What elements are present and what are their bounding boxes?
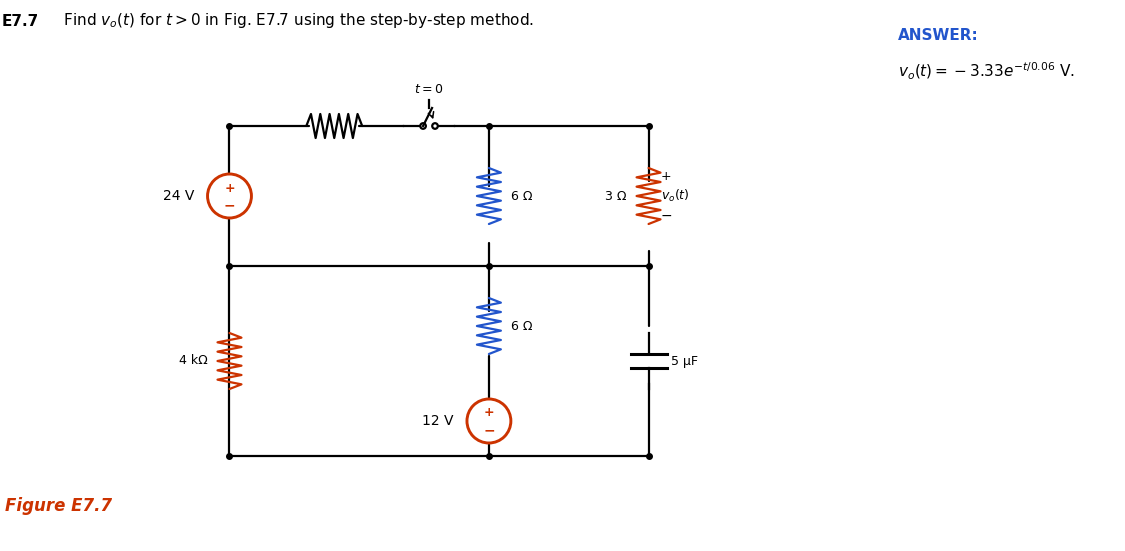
Text: −: − xyxy=(224,198,235,212)
Text: Figure E7.7: Figure E7.7 xyxy=(4,497,112,515)
Text: $v_o(t) = -3.33e^{-t/0.06}$ V.: $v_o(t) = -3.33e^{-t/0.06}$ V. xyxy=(898,61,1074,82)
Text: 4 kΩ: 4 kΩ xyxy=(179,354,207,368)
Circle shape xyxy=(432,123,438,129)
Text: ANSWER:: ANSWER: xyxy=(898,29,979,44)
Text: $t = 0$: $t = 0$ xyxy=(414,83,443,96)
Text: +: + xyxy=(224,181,235,195)
Text: 3 Ω: 3 Ω xyxy=(605,190,627,203)
Text: Find $v_o(t)$ for $t > 0$ in Fig. E7.7 using the step-by-step method.: Find $v_o(t)$ for $t > 0$ in Fig. E7.7 u… xyxy=(54,12,534,30)
Circle shape xyxy=(421,123,426,129)
Text: 6 Ω: 6 Ω xyxy=(511,320,532,332)
Text: 24 V: 24 V xyxy=(163,189,195,203)
Text: 6 Ω: 6 Ω xyxy=(511,190,532,203)
Text: $v_o(t)$: $v_o(t)$ xyxy=(660,188,690,204)
Text: +: + xyxy=(660,170,672,182)
Text: E7.7: E7.7 xyxy=(2,14,39,29)
Text: −: − xyxy=(660,209,672,223)
Text: 5 μF: 5 μF xyxy=(670,354,698,368)
Text: −: − xyxy=(483,423,495,437)
Text: +: + xyxy=(484,407,494,419)
Text: 12 V: 12 V xyxy=(423,414,454,428)
